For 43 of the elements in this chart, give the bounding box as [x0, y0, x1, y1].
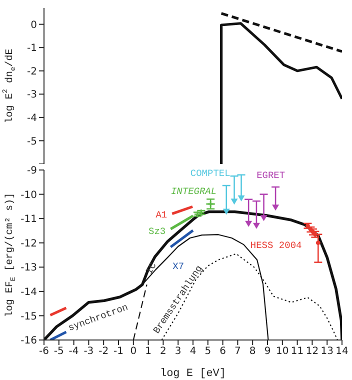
- series-label: COMPTEL: [190, 168, 231, 179]
- x-tick-label: 12: [306, 346, 319, 358]
- x-tick-label: 2: [160, 346, 166, 358]
- series-label: HESS 2004: [250, 240, 302, 251]
- x-tick-label: 7: [234, 346, 241, 358]
- x-tick-label: 0: [130, 346, 137, 358]
- series-label: A1: [156, 210, 168, 221]
- x-tick-label: -3: [84, 346, 94, 358]
- y-tick-label: -12: [20, 238, 37, 250]
- y-tick-label: -4: [27, 112, 37, 124]
- y-tick-label: -13: [20, 262, 37, 274]
- y-tick-label: -10: [20, 190, 37, 201]
- x-tick-label: 6: [220, 346, 226, 358]
- x-tick-label: -6: [39, 346, 49, 358]
- series-label: INTEGRAL: [170, 186, 217, 197]
- x-tick-label: -4: [68, 346, 79, 358]
- y-tick-label: 0: [30, 20, 37, 31]
- x-tick-label: 8: [249, 346, 256, 358]
- x-tick-label: 14: [336, 346, 348, 358]
- y-tick-label: -5: [27, 136, 37, 148]
- x-tick-label: 11: [290, 346, 304, 358]
- y-tick-label: -9: [27, 166, 37, 177]
- text: EGRET: [256, 170, 286, 181]
- x-tick-label: 5: [204, 346, 212, 358]
- x-tick-label: -2: [98, 346, 109, 358]
- x-tick-label: 4: [190, 346, 196, 358]
- y-tick-label: -16: [20, 336, 37, 347]
- y-tick-label: -1: [27, 43, 37, 54]
- y-tick-label: -2: [27, 66, 37, 78]
- series-label: Sz3: [148, 226, 166, 238]
- x-tick-label: -1: [114, 346, 124, 358]
- y-tick-label: -14: [20, 286, 37, 298]
- y-tick-label: -15: [20, 311, 37, 322]
- y-tick-label: -3: [27, 90, 37, 101]
- x-tick-label: 9: [264, 346, 271, 358]
- x-tick-label: -5: [54, 346, 64, 358]
- x-tick-label: 1: [145, 346, 152, 358]
- text: IC: [144, 260, 159, 276]
- x-tick-label: 13: [320, 346, 334, 358]
- x-tick-label: 10: [276, 346, 289, 358]
- y-tick-label: -11: [20, 214, 37, 226]
- x-tick-label: 3: [174, 346, 182, 358]
- x-axis-title: log E [eV]: [160, 368, 226, 380]
